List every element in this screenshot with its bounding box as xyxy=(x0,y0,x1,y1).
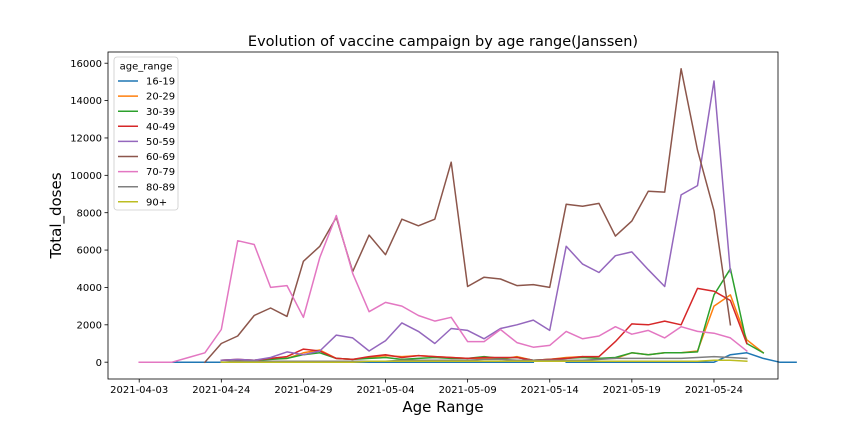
series-line-40-49 xyxy=(220,287,748,362)
y-tick-label: 2000 xyxy=(77,320,102,331)
x-axis-title: Age Range xyxy=(402,398,483,416)
series-80-89 xyxy=(220,355,748,363)
series-line-50-59 xyxy=(220,80,732,362)
y-tick-label: 4000 xyxy=(77,283,102,294)
series-line-16-19 xyxy=(565,352,797,363)
series-90plus xyxy=(220,359,748,363)
y-tick-label: 14000 xyxy=(70,96,102,107)
legend: age_range 16-19 20-29 30-39 40-49 50-59 60-69… xyxy=(113,56,179,211)
x-tick-label: 2021-05-09 xyxy=(439,385,497,396)
series-50-59 xyxy=(220,80,732,362)
series-line-70-79 xyxy=(138,214,748,363)
chart-title: Evolution of vaccine campaign by age ran… xyxy=(248,34,638,50)
y-tick-label: 12000 xyxy=(70,134,102,145)
plot-frame xyxy=(107,51,779,380)
legend-label-50-59: 50-59 xyxy=(146,137,175,148)
x-tick-label: 2021-05-24 xyxy=(685,385,743,396)
legend-label-40-49: 40-49 xyxy=(146,122,175,133)
series-line-80-89 xyxy=(220,355,748,363)
series-line-60-69 xyxy=(203,68,732,364)
x-tick-label: 2021-05-19 xyxy=(603,385,661,396)
series-40-49 xyxy=(220,287,748,362)
x-tick-label: 2021-05-04 xyxy=(356,385,414,396)
legend-label-70-79: 70-79 xyxy=(146,167,175,178)
y-tick-label: 10000 xyxy=(70,171,102,182)
series-60-69 xyxy=(203,68,732,364)
y-tick-label: 8000 xyxy=(77,208,102,219)
legend-label-80-89: 80-89 xyxy=(146,182,175,193)
legend-title: age_range xyxy=(120,62,173,73)
y-tick-label: 6000 xyxy=(77,246,102,257)
legend-items: 16-19 20-29 30-39 40-49 50-59 60-69 70-79 80-89… xyxy=(118,77,175,208)
x-tick-label: 2021-05-14 xyxy=(521,385,579,396)
legend-label-90plus: 90+ xyxy=(146,197,167,208)
series-70-79 xyxy=(138,214,748,363)
y-tick-label: 0 xyxy=(96,358,102,369)
legend-label-60-69: 60-69 xyxy=(146,152,175,163)
legend-label-30-39: 30-39 xyxy=(146,107,175,118)
series-line-90plus xyxy=(220,359,748,363)
x-tick-label: 2021-04-03 xyxy=(110,385,168,396)
x-tick-label: 2021-04-29 xyxy=(274,385,332,396)
x-tick-label: 2021-04-24 xyxy=(192,385,250,396)
y-axis: 0 2000 4000 6000 8000 10000 12000 14000 16000 xyxy=(70,59,108,369)
series-layer xyxy=(138,68,797,364)
legend-label-16-19: 16-19 xyxy=(146,77,175,88)
y-tick-label: 16000 xyxy=(70,59,102,70)
y-axis-title: Total_doses xyxy=(47,172,66,259)
x-axis: 2021-04-03 2021-04-24 2021-04-29 2021-05-04… xyxy=(110,379,743,396)
legend-label-20-29: 20-29 xyxy=(146,92,175,103)
